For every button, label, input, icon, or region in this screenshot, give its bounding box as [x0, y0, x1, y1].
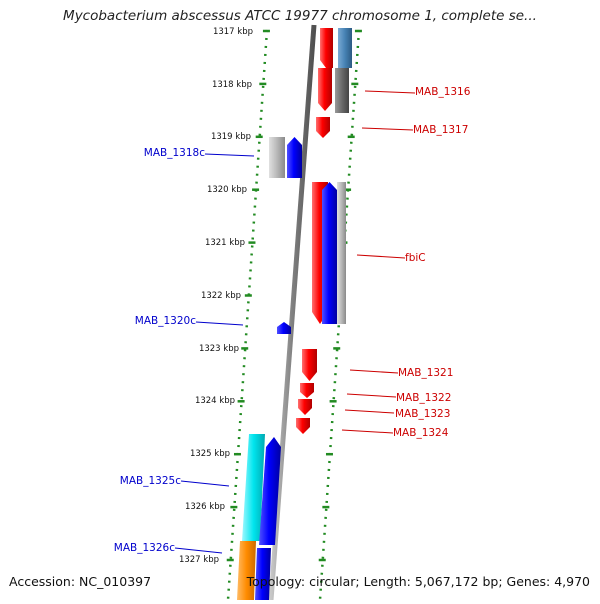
gene-arrow-mab-1326c[interactable]: [255, 548, 271, 600]
feature-orange-mab-1326c[interactable]: [237, 541, 256, 600]
kbp-label-1326: 1326 kbp: [185, 502, 225, 512]
gene-label-mab-1320c[interactable]: MAB_1320c: [135, 315, 196, 327]
gene-arrow-mab-1322[interactable]: [300, 383, 314, 398]
gene-label-mab-1323[interactable]: MAB_1323: [395, 408, 450, 420]
feature-gray-mab-1318c[interactable]: [269, 137, 285, 178]
gene-arrow-mab-1324[interactable]: [296, 418, 310, 434]
gene-arrow-mab-1317[interactable]: [316, 117, 330, 138]
chromosome-backbone: [268, 24, 317, 601]
leader-lines: [174, 90, 416, 554]
kbp-label-1317: 1317 kbp: [213, 27, 253, 37]
gene-arrow-top[interactable]: [320, 28, 333, 68]
feature-gray-mab-1316[interactable]: [335, 68, 349, 113]
gene-arrow-mab-1323[interactable]: [298, 399, 312, 415]
gene-label-mab-1321[interactable]: MAB_1321: [398, 367, 453, 379]
gene-arrow-fbic-reverse[interactable]: [322, 182, 337, 324]
gene-label-mab-1324[interactable]: MAB_1324: [393, 427, 449, 439]
feature-steelblue[interactable]: [338, 28, 352, 68]
reverse-gene-labels[interactable]: MAB_1318c MAB_1320c MAB_1325c MAB_1326c: [114, 147, 205, 554]
sequence-summary-text: Topology: circular; Length: 5,067,172 bp…: [246, 574, 590, 589]
gene-label-mab-1318c[interactable]: MAB_1318c: [144, 147, 205, 159]
gene-label-mab-1325c[interactable]: MAB_1325c: [120, 475, 181, 487]
kbp-label-1321: 1321 kbp: [205, 238, 245, 248]
gene-label-mab-1317[interactable]: MAB_1317: [413, 124, 468, 136]
gene-label-mab-1316[interactable]: MAB_1316: [415, 86, 471, 98]
kbp-label-1320: 1320 kbp: [207, 185, 247, 195]
kbp-label-1319: 1319 kbp: [211, 132, 251, 142]
gene-label-mab-1326c[interactable]: MAB_1326c: [114, 542, 175, 554]
forward-gene-labels[interactable]: MAB_1316 MAB_1317 fbiC MAB_1321 MAB_1322…: [393, 86, 471, 439]
accession-text: Accession: NC_010397: [9, 574, 152, 589]
gene-label-fbic[interactable]: fbiC: [405, 252, 426, 264]
kbp-label-1318: 1318 kbp: [212, 80, 252, 90]
kbp-label-1325: 1325 kbp: [190, 449, 230, 459]
gene-arrow-mab-1320c[interactable]: [277, 322, 291, 334]
kbp-label-1322: 1322 kbp: [201, 291, 241, 301]
kbp-labels: 1317 kbp 1318 kbp 1319 kbp 1320 kbp 1321…: [179, 27, 253, 565]
gene-features: [237, 28, 352, 600]
kbp-label-1324: 1324 kbp: [195, 396, 235, 406]
kbp-label-1323: 1323 kbp: [199, 344, 239, 354]
gene-label-mab-1322[interactable]: MAB_1322: [396, 392, 451, 404]
feature-gray-fbic[interactable]: [337, 182, 346, 324]
gene-arrow-mab-1316[interactable]: [318, 68, 332, 111]
kbp-label-1327: 1327 kbp: [179, 555, 219, 565]
gene-arrow-mab-1318c[interactable]: [287, 137, 302, 178]
gene-arrow-mab-1321[interactable]: [302, 349, 317, 381]
sequence-title: Mycobacterium abscessus ATCC 19977 chrom…: [63, 8, 537, 24]
gene-arrow-mab-1325c[interactable]: [259, 437, 281, 545]
feature-cyan-mab-1325c[interactable]: [242, 434, 265, 541]
